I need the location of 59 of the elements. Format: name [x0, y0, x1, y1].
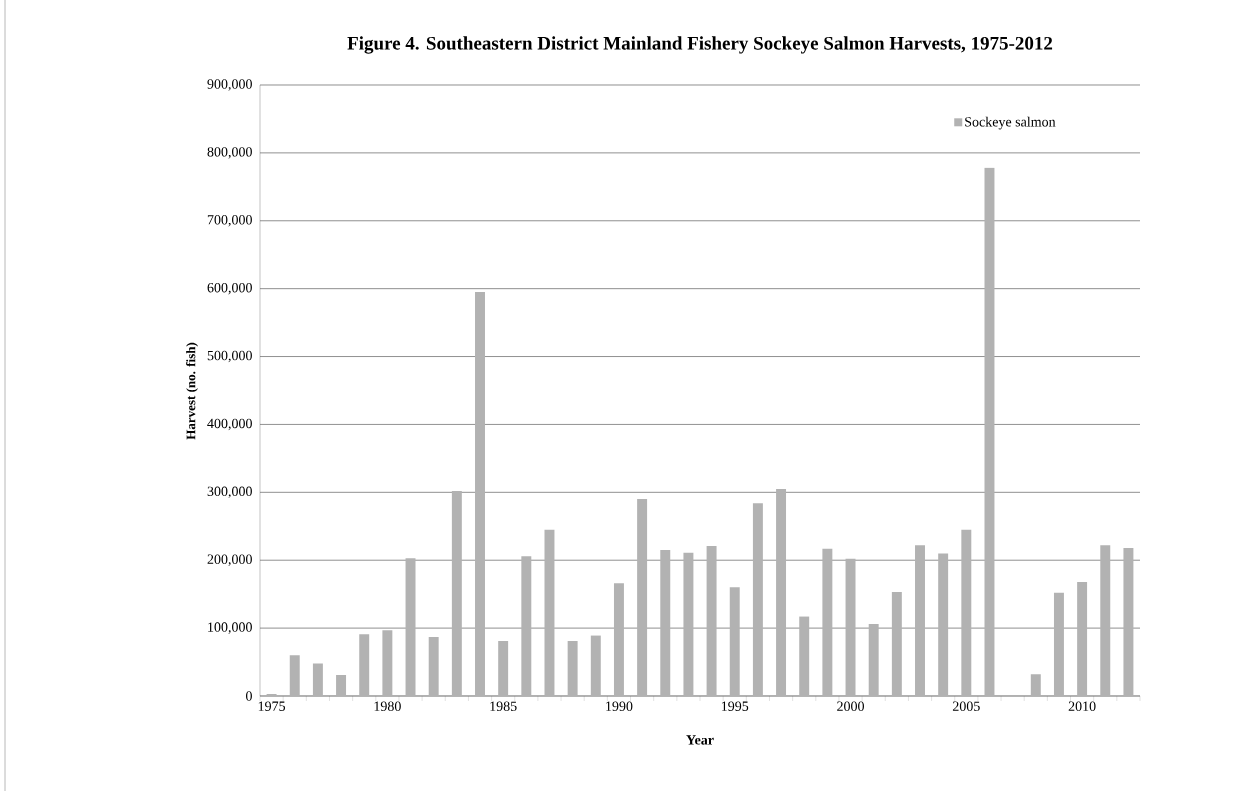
- y-tick-label: 400,000: [207, 418, 252, 431]
- bar: [289, 655, 300, 696]
- bar: [498, 641, 509, 696]
- y-tick-label: 700,000: [207, 215, 252, 227]
- x-tick-label: 2005: [952, 701, 980, 711]
- bar: [359, 634, 370, 696]
- x-axis-title: Year: [686, 735, 714, 745]
- bar: [799, 616, 810, 696]
- y-tick-label: 600,000: [207, 282, 252, 295]
- bar: [660, 550, 671, 696]
- y-tick-label: 800,000: [207, 147, 252, 159]
- y-tick-label: 200,000: [207, 554, 252, 566]
- y-tick-label: 500,000: [207, 350, 252, 363]
- x-tick-label: 2000: [837, 701, 864, 711]
- chart-title: Figure 4. Southeastern District Mainland Fishery Sockeye Salmon Harvests, 1975-2012: [347, 36, 1053, 54]
- bar: [984, 167, 995, 696]
- y-tick-label: 300,000: [207, 486, 252, 499]
- bar: [567, 641, 578, 696]
- bar: [405, 558, 416, 696]
- bar: [637, 499, 648, 696]
- y-tick-label: 900,000: [207, 79, 252, 91]
- bar: [590, 635, 601, 696]
- bar: [683, 552, 694, 696]
- bar: [1100, 545, 1111, 696]
- bar: [382, 630, 393, 696]
- bar: [1123, 547, 1134, 696]
- bar: [822, 548, 833, 696]
- bar: [729, 587, 740, 696]
- bar: [868, 624, 879, 696]
- bar: [451, 490, 462, 696]
- y-tick-label: 100,000: [208, 622, 252, 634]
- x-tick-label: 1980: [374, 701, 401, 711]
- bar: [1077, 581, 1088, 696]
- bar: [915, 545, 925, 696]
- x-tick-label: 1990: [606, 701, 633, 711]
- bar: [938, 553, 949, 696]
- bar: [776, 488, 787, 696]
- bar: [544, 529, 555, 696]
- x-tick-label: 1975: [258, 701, 286, 711]
- bar: [961, 529, 972, 696]
- bar: [521, 556, 532, 696]
- bar: [1053, 592, 1064, 696]
- bar: [428, 636, 439, 696]
- legend-label: Sockeye salmon: [965, 116, 1056, 130]
- x-tick-label: 1995: [721, 701, 749, 711]
- bar: [891, 592, 902, 696]
- bar: [706, 545, 717, 696]
- bar: [266, 693, 277, 696]
- x-tick-label: 2010: [1068, 701, 1096, 711]
- y-tick-label: 0: [246, 691, 252, 701]
- bar: [475, 292, 485, 696]
- bar: [312, 663, 323, 696]
- bar: [845, 558, 856, 696]
- y-axis-title: Harvest (no. fish): [186, 342, 198, 440]
- bar: [336, 674, 347, 696]
- bar: [1030, 674, 1041, 696]
- bar: [613, 583, 624, 696]
- x-tick-label: 1985: [490, 701, 517, 711]
- bar: [752, 503, 763, 696]
